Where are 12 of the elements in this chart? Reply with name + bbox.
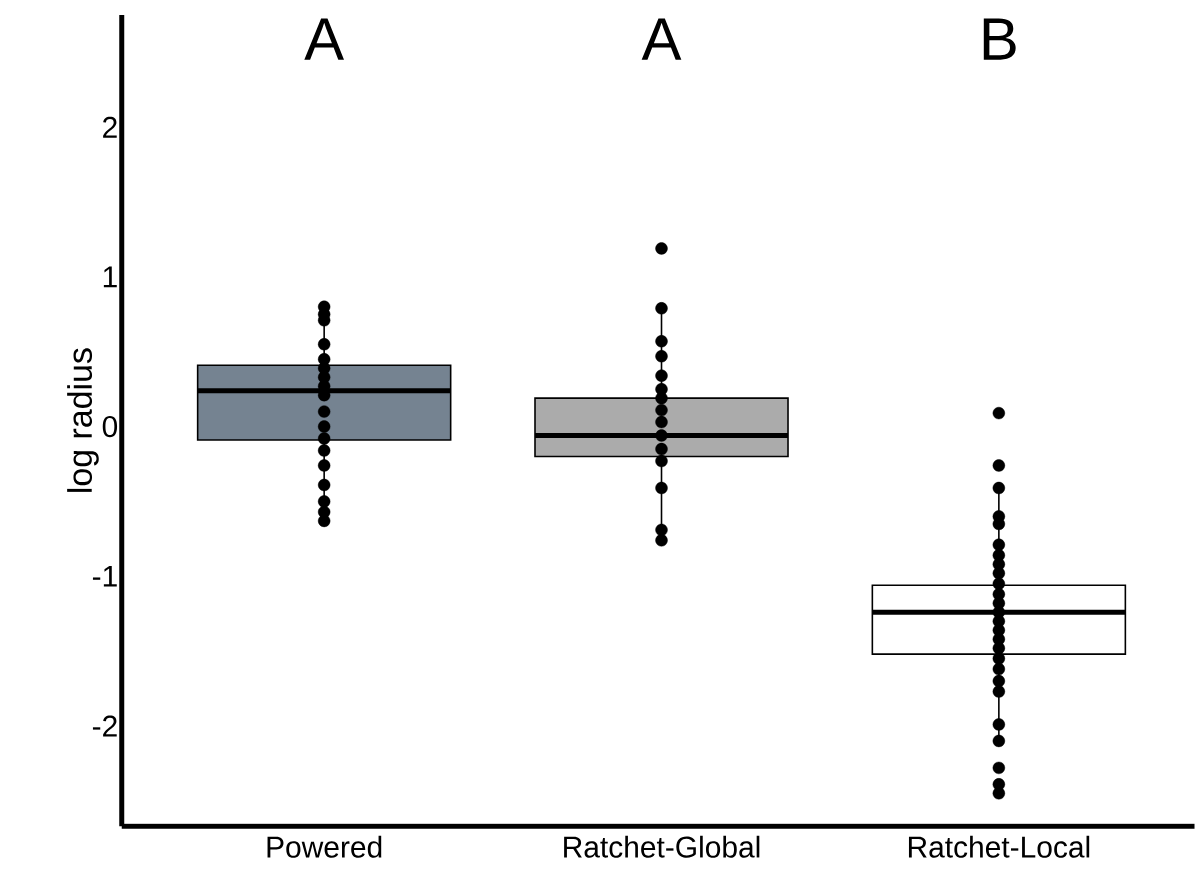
y-tick-label: 0 <box>102 415 118 438</box>
y-axis-title: log radius <box>67 348 99 492</box>
y-tick-label: -2 <box>92 715 117 737</box>
x-tick-label: Ratchet-Global <box>564 835 760 858</box>
x-tick-label: Powered <box>267 835 382 858</box>
annotation: A <box>641 18 682 60</box>
x-tick-label: Ratchet-Local <box>908 835 1090 858</box>
annotation: B <box>983 18 1016 60</box>
y-tick-label: 1 <box>103 266 117 288</box>
annotation: A <box>304 18 345 60</box>
y-tick-label: -1 <box>92 565 117 587</box>
y-tick-label: 2 <box>103 116 117 138</box>
